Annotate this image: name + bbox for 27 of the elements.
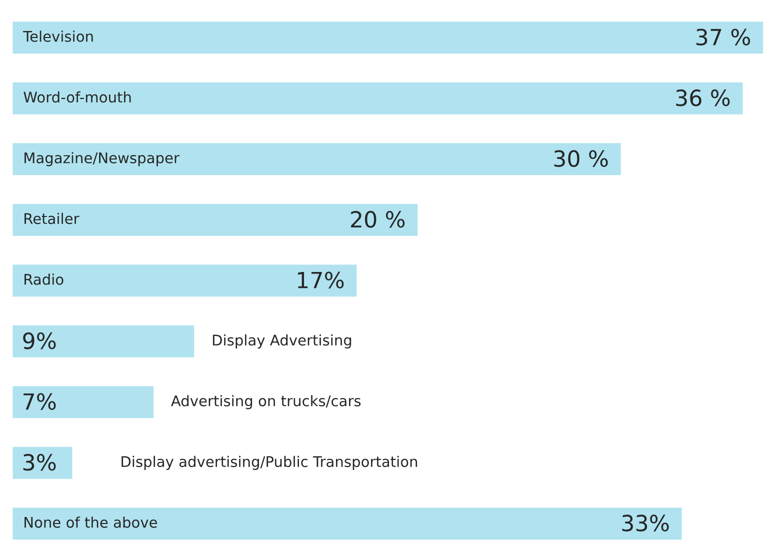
bar (12, 324, 196, 359)
y-tick-label: Display Advertising (212, 334, 352, 348)
y-tick-label: Retailer (24, 212, 80, 224)
data-label: 33% (622, 514, 669, 532)
data-label: 17% (298, 272, 344, 288)
data-label: 3% (23, 454, 56, 471)
bar (12, 202, 420, 238)
y-tick-label: None of the above (24, 516, 157, 528)
data-label: 9% (23, 332, 56, 350)
bar (12, 20, 764, 56)
y-tick-label: Advertising on trucks/cars (171, 395, 361, 410)
data-label: 20 % (351, 210, 405, 228)
y-tick-label: Display advertising/Public Transportation (122, 456, 418, 470)
bar (12, 445, 74, 480)
data-label: 7% (24, 393, 56, 410)
bar (12, 506, 684, 542)
bar (12, 142, 622, 177)
bar (12, 263, 358, 298)
y-tick-label: Magazine/Newspaper (24, 152, 180, 166)
data-label: 37 % (696, 28, 750, 46)
y-tick-label: Word-of-mouth (24, 91, 131, 103)
y-tick-label: Television (23, 30, 93, 42)
y-tick-label: Radio (24, 274, 64, 285)
bar (12, 81, 744, 116)
data-label: 36 % (676, 89, 730, 106)
data-label: 30 % (554, 150, 608, 167)
bar (12, 384, 155, 420)
